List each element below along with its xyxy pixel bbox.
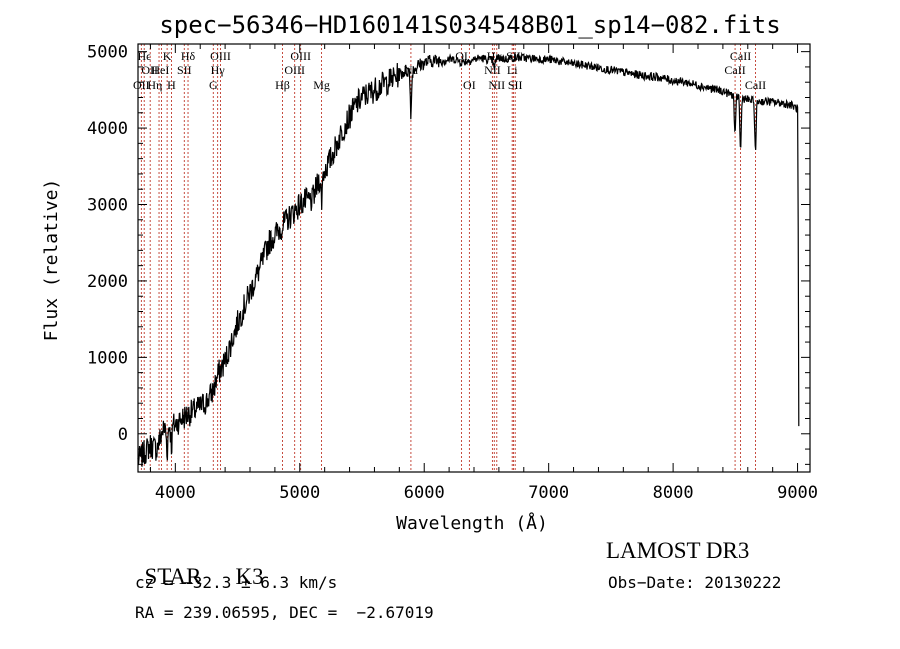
y-tick-label: 3000 xyxy=(87,196,128,216)
line-marker-label: CaII xyxy=(724,63,745,77)
spectral-class: STAR K3 xyxy=(133,538,264,590)
y-tick-label: 1000 xyxy=(87,348,128,368)
line-marker-label: Mg xyxy=(313,78,330,92)
line-marker-label: Hβ xyxy=(275,78,290,92)
line-marker-label: Li xyxy=(507,63,518,77)
line-marker-label: OIII xyxy=(290,49,311,63)
coordinates-line: RA = 239.06595, DEC = −2.67019 xyxy=(135,603,434,622)
line-marker-label: OIII xyxy=(210,49,231,63)
line-marker-label: HeI xyxy=(151,63,169,77)
y-tick-label: 0 xyxy=(118,425,128,445)
subclass-label: K3 xyxy=(235,564,264,589)
line-marker-label: OI xyxy=(463,78,476,92)
x-tick-label: 6000 xyxy=(404,483,445,503)
spectrum-line xyxy=(137,51,800,467)
x-tick-label: 7000 xyxy=(528,483,569,503)
x-axis-label: Wavelength (Å) xyxy=(396,512,548,534)
y-axis-ticks: 0 1000 2000 3000 4000 5000 xyxy=(87,43,810,465)
survey-label: LAMOST DR3 xyxy=(606,538,750,563)
line-marker-label: H xyxy=(167,78,176,92)
line-marker-label: K xyxy=(163,49,172,63)
line-marker-label: OII xyxy=(133,78,150,92)
line-markers xyxy=(140,44,756,472)
x-tick-label: 5000 xyxy=(279,483,320,503)
line-marker-label: CaII xyxy=(745,78,766,92)
x-axis-ticks: 4000 5000 6000 7000 8000 9000 xyxy=(149,44,818,503)
plot-frame xyxy=(137,43,811,473)
y-tick-label: 2000 xyxy=(87,272,128,292)
line-marker-label: Hγ xyxy=(211,63,226,77)
y-axis-label: Flux (relative) xyxy=(41,179,62,342)
line-marker-label: SII xyxy=(177,63,192,77)
x-tick-label: 9000 xyxy=(777,483,818,503)
x-tick-label: 8000 xyxy=(653,483,694,503)
y-tick-label: 5000 xyxy=(87,43,128,63)
line-marker-label: NII xyxy=(484,63,501,77)
line-marker-label: Hϵ xyxy=(137,49,151,63)
redshift-line: cz = −32.3 ± 6.3 km/s xyxy=(135,573,338,592)
line-marker-label: SII xyxy=(508,78,523,92)
x-tick-label: 4000 xyxy=(155,483,196,503)
line-marker-label: CaII xyxy=(730,49,751,63)
observation-date: Obs−Date: 20130222 xyxy=(608,573,782,592)
chart-title: spec−56346−HD160141S034548B01_sp14−082.f… xyxy=(159,11,780,39)
class-label: STAR xyxy=(144,564,202,589)
y-tick-label: 4000 xyxy=(87,119,128,139)
line-marker-label: NII xyxy=(488,78,505,92)
line-marker-label: OIII xyxy=(284,63,305,77)
line-marker-label: Hδ xyxy=(181,49,196,63)
line-marker-label: OII xyxy=(141,63,158,77)
line-marker-label: Hη xyxy=(147,78,162,92)
line-marker-label: G xyxy=(209,78,218,92)
